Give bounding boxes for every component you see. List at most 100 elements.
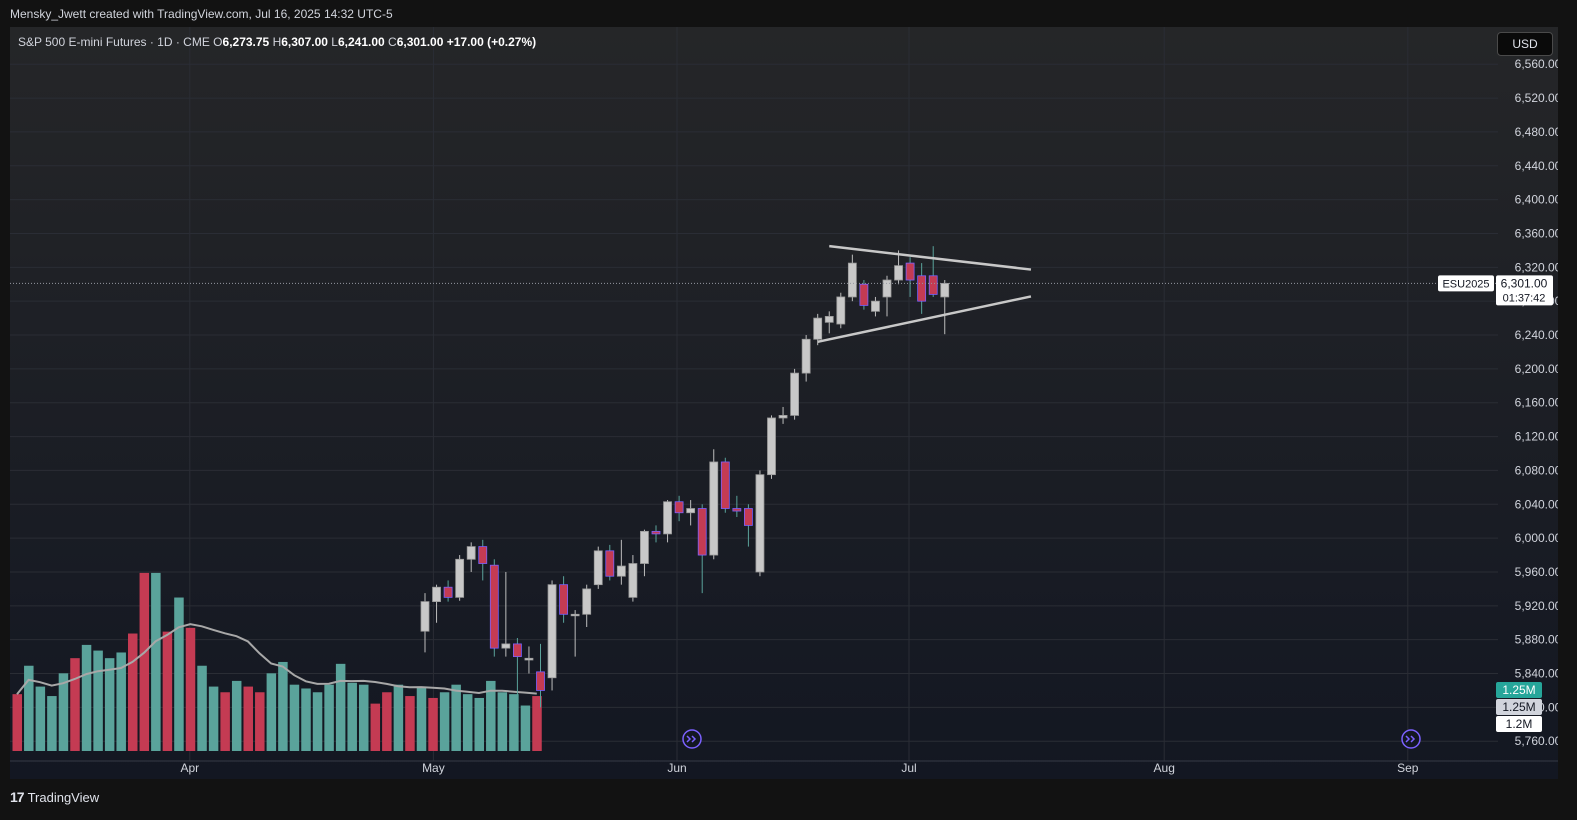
tradingview-logo-icon: 17 (10, 789, 25, 805)
volume-tag-label: 1.2M (1506, 717, 1533, 731)
candle-body (940, 283, 950, 298)
event-marker-icon[interactable] (1401, 729, 1421, 749)
tradingview-brand[interactable]: 17 TradingView (10, 789, 99, 805)
candle-body (489, 564, 499, 649)
candle-body (512, 643, 522, 658)
y-tick-label: 6,560.00 (1515, 57, 1558, 71)
volume-bar (462, 694, 473, 751)
volume-bar (278, 661, 288, 751)
volume-bar (139, 572, 150, 751)
volume-bar (520, 705, 531, 751)
y-tick-label: 6,200.00 (1515, 362, 1558, 376)
candle-body (559, 584, 568, 615)
legend-part: H (269, 35, 281, 49)
legend-row: S&P 500 E-mini Futures · 1D · CME O6,273… (18, 35, 536, 49)
symbol-tag-bg (1438, 275, 1494, 292)
candle-body (536, 671, 545, 691)
y-tick-label: 6,240.00 (1515, 328, 1558, 342)
volume-bar (220, 692, 230, 751)
candle-body (443, 586, 453, 598)
candle-body (847, 262, 857, 298)
candle-body (824, 316, 834, 323)
volume-tag-bg (1496, 682, 1542, 698)
candle-body (547, 584, 557, 679)
volume-bar (532, 696, 542, 751)
candle-body (593, 550, 603, 586)
volume-bar (185, 627, 196, 751)
candle-body (697, 508, 707, 556)
candle-body (859, 283, 869, 306)
volume-bar (266, 673, 277, 751)
volume-tag-bg (1496, 699, 1542, 715)
y-tick-label: 6,320.00 (1515, 260, 1558, 274)
candle-body (524, 657, 534, 661)
x-tick-label: May (422, 761, 445, 775)
candle-body (570, 613, 580, 617)
volume-bar (35, 686, 46, 751)
volume-bar (128, 633, 138, 751)
legend-part: O (210, 35, 223, 49)
legend-part: 6,301.00 (397, 35, 444, 49)
y-tick-label: 6,080.00 (1515, 463, 1558, 477)
candle-body (663, 501, 672, 535)
volume-bar (347, 682, 357, 751)
event-marker-circle (1401, 729, 1421, 749)
symbol-tag-label: ESU2025 (1442, 278, 1489, 290)
y-tick-label: 6,040.00 (1515, 497, 1558, 511)
price-chart[interactable]: 6,560.00 6,520.00 6,480.00 6,440.00 6,400.00… (10, 27, 1558, 779)
volume-bar (393, 684, 404, 751)
candle-body (674, 501, 684, 514)
legend-part: L (328, 35, 338, 49)
y-tick-label: 5,920.00 (1515, 599, 1558, 613)
volume-bar (486, 680, 496, 751)
volume-bar (255, 692, 265, 751)
legend-part: 6,241.00 (338, 35, 385, 49)
legend-part: 6,273.75 (223, 35, 270, 49)
volume-bar (451, 684, 461, 751)
volume-bar (497, 692, 508, 751)
candle-body (917, 275, 927, 302)
candle-body (640, 530, 649, 564)
legend-part: 6,307.00 (281, 35, 328, 49)
volume-bar (428, 697, 438, 751)
volume-bar (81, 644, 92, 751)
volume-bar (289, 684, 300, 751)
volume-bar (359, 684, 369, 751)
volume-tag-bg (1496, 716, 1542, 732)
volume-bar (162, 631, 173, 751)
candle-body (455, 558, 465, 598)
candle-body (582, 588, 592, 615)
volume-bar (335, 663, 346, 751)
candle-body (466, 546, 476, 560)
y-tick-label: 5,880.00 (1515, 633, 1558, 647)
candle-body (882, 279, 892, 298)
volume-bar (405, 696, 415, 751)
y-tick-label: 6,120.00 (1515, 430, 1558, 444)
currency-button[interactable]: USD (1497, 32, 1553, 56)
candle-body (744, 508, 753, 526)
volume-bar (474, 697, 484, 751)
event-marker-icon[interactable] (682, 729, 702, 749)
candle-body (686, 508, 696, 514)
x-tick-label: Jul (901, 761, 916, 775)
legend-part: S&P 500 E-mini Futures · 1D · CME (18, 35, 210, 49)
countdown-label: 01:37:42 (1503, 292, 1546, 304)
volume-tag-label: 1.25M (1502, 700, 1535, 714)
volume-bar (70, 658, 80, 751)
y-tick-label: 5,960.00 (1515, 565, 1558, 579)
triangle-lower-trendline (817, 295, 1032, 344)
volume-bar (370, 703, 381, 751)
event-marker-arrows (1405, 735, 1416, 743)
candle-body (928, 275, 938, 295)
event-marker-circle (682, 729, 702, 749)
volume-bar (509, 694, 519, 751)
chart-frame[interactable]: 6,560.00 6,520.00 6,480.00 6,440.00 6,400.00… (10, 27, 1558, 779)
y-tick-label: 5,840.00 (1515, 667, 1558, 681)
volume-bar (93, 650, 103, 751)
candle-body (628, 563, 638, 598)
volume-bar (47, 696, 57, 751)
volume-bar (24, 665, 34, 751)
x-tick-label: Apr (180, 761, 199, 775)
price-tag-label: 6,301.00 (1501, 276, 1548, 290)
volume-bar (231, 680, 242, 751)
